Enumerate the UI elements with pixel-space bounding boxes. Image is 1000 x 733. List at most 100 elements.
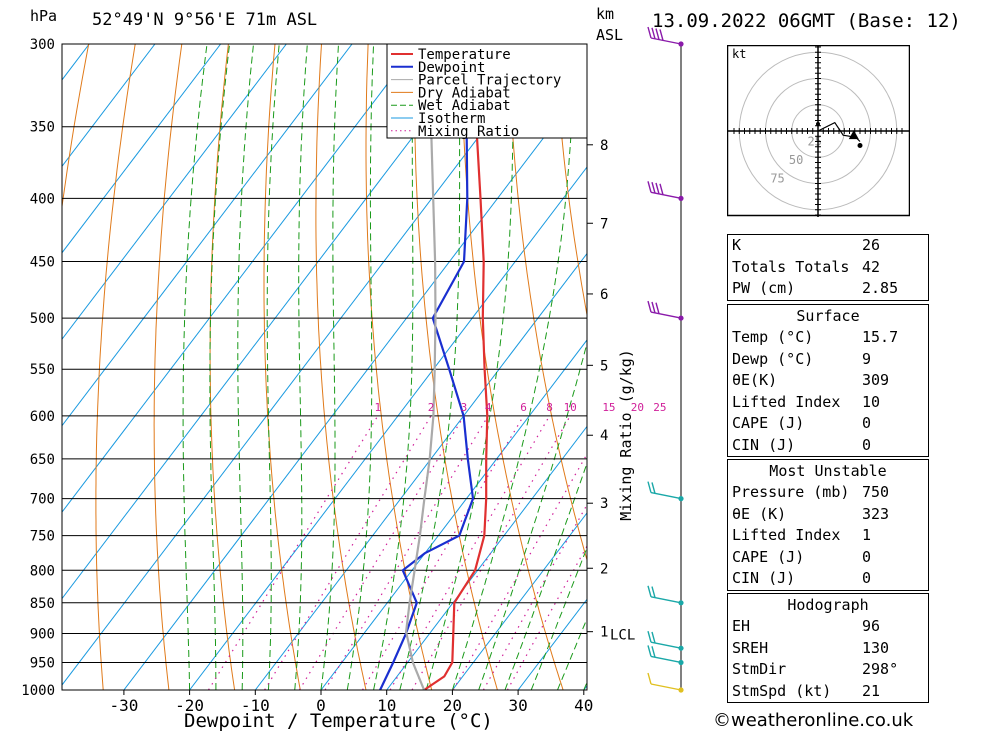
wind-barb	[647, 181, 682, 200]
km-tick-label: 5	[600, 358, 608, 374]
totals-totals-label: Totals Totals	[732, 257, 850, 276]
most-unstable-row-label: θE (K)	[732, 504, 787, 523]
km-tick-label: 6	[600, 287, 608, 303]
km-tick-label: 7	[600, 216, 608, 232]
indices-table: K 26 Totals Totals 42 PW (cm) 2.85	[727, 234, 929, 301]
surface-row-label: CAPE (J)	[732, 414, 805, 432]
pressure-tick-label: 600	[30, 409, 55, 425]
most-unstable-row-value: 0	[862, 547, 872, 566]
surface-row-label: Temp (°C)	[732, 328, 814, 346]
hodograph-table-row: StmDir 298°	[728, 659, 928, 681]
surface-row-label: CIN (J)	[732, 435, 796, 454]
isotherm-line	[62, 44, 287, 341]
km-tick-label: 8	[600, 138, 608, 154]
hodograph-table-title: Hodograph	[787, 596, 869, 614]
isotherm-line	[62, 44, 419, 513]
dry-adiabat-line	[974, 44, 1000, 690]
mixing-ratio-line	[324, 415, 489, 690]
pw-row: PW (cm) 2.85	[728, 278, 928, 300]
legend-entry: Mixing Ratio	[418, 124, 519, 140]
hodograph-table-row-label: StmSpd (kt)	[732, 681, 832, 700]
x-tick-label: 40	[574, 696, 593, 715]
most-unstable-table: Most Unstable Pressure (mb) 750 θE (K) 323 L…	[727, 459, 929, 591]
k-index-value: 26	[862, 236, 881, 254]
parcel-trajectory-series-line	[404, 78, 437, 690]
most-unstable-row: Pressure (mb) 750	[728, 482, 928, 504]
most-unstable-row: CIN (J) 0	[728, 568, 928, 590]
hodograph-table-row-value: 298°	[862, 660, 899, 678]
wind-barb	[647, 645, 682, 664]
most-unstable-row-value: 1	[862, 526, 872, 544]
hodograph-table: Hodograph EH 96 SREH 130 StmDir 298° StmSpd (k…	[727, 593, 929, 703]
legend-entry: Wet Adiabat	[418, 98, 511, 114]
dry-adiabat-line	[315, 44, 367, 690]
pressure-tick-label: 400	[30, 191, 55, 207]
x-axis-title: Dewpoint / Temperature (°C)	[184, 710, 493, 732]
mixing-ratio-label: 25	[653, 401, 666, 414]
hodograph-ring-label: 75	[770, 172, 784, 186]
km-tick-label: 1	[600, 625, 608, 641]
hodograph-unit-label: kt	[732, 47, 746, 61]
surface-row-value: 9	[862, 349, 872, 368]
surface-row: θE(K) 309	[728, 370, 928, 392]
isotherm-line	[62, 44, 550, 686]
wet-adiabat-line	[373, 44, 415, 690]
x-tick-label: -10	[241, 696, 270, 715]
storm-motion-marker	[848, 130, 859, 140]
surface-row: CIN (J) 0	[728, 435, 928, 457]
pressure-tick-label: 550	[30, 362, 55, 378]
isotherm-line	[62, 44, 156, 168]
isotherm-line	[123, 79, 587, 690]
wind-barb	[647, 26, 682, 45]
wet-adiabat-line	[504, 461, 587, 690]
mixing-ratio-label: 2	[428, 401, 435, 414]
wet-adiabat-line	[320, 44, 339, 690]
most-unstable-row-label: Lifted Index	[732, 526, 841, 544]
most-unstable-row-label: CIN (J)	[732, 569, 796, 587]
x-tick-label: -30	[109, 696, 138, 715]
pressure-tick-label: 700	[30, 492, 55, 508]
pressure-tick-label: 300	[30, 37, 55, 53]
km-tick-label: 2	[600, 561, 608, 577]
km-tick-label: 4	[600, 428, 608, 444]
wind-barb	[647, 630, 682, 649]
wind-barb	[647, 481, 682, 500]
x-tick-label: 20	[443, 696, 462, 715]
pw-value: 2.85	[862, 279, 899, 297]
most-unstable-row-label: CAPE (J)	[732, 547, 805, 566]
pressure-tick-label: 900	[30, 626, 55, 642]
most-unstable-row-value: 323	[862, 504, 890, 523]
hodograph-table-row-label: StmDir	[732, 660, 787, 678]
wet-adiabat-line	[294, 44, 308, 690]
wind-barb	[647, 300, 682, 319]
pressure-tick-label: 800	[30, 563, 55, 579]
mixing-ratio-label: 20	[631, 401, 644, 414]
surface-title: Surface	[796, 307, 860, 325]
wet-adiabat-line	[182, 44, 208, 690]
surface-row-value: 0	[862, 414, 872, 432]
hodograph-table-row-label: EH	[732, 617, 751, 635]
pressure-tick-label: 650	[30, 452, 55, 468]
mixing-ratio-label: 4	[485, 401, 492, 414]
legend-entry: Dewpoint	[418, 60, 485, 76]
x-tick-label: 30	[508, 696, 527, 715]
surface-row-value: 15.7	[862, 328, 899, 346]
dry-adiabat-line	[95, 44, 136, 690]
mixing-ratio-line	[298, 415, 465, 690]
km-label: km	[596, 5, 615, 23]
surface-row-value: 10	[862, 392, 881, 411]
totals-totals-value: 42	[862, 257, 881, 276]
mixing-ratio-label: 1	[375, 401, 382, 414]
surface-row-label: Dewp (°C)	[732, 349, 814, 368]
datetime-title: 13.09.2022 06GMT (Base: 12)	[652, 10, 961, 32]
surface-row: Dewp (°C) 9	[728, 349, 928, 371]
wet-adiabat-line	[557, 617, 587, 690]
pressure-tick-label: 450	[30, 255, 55, 271]
hodograph-end-dot	[857, 143, 863, 148]
hodograph-ring-label: 50	[789, 153, 803, 167]
temperature-series-line	[423, 44, 489, 690]
km-tick-label: 3	[600, 496, 608, 512]
pressure-tick-label: 750	[30, 529, 55, 545]
k-index-label: K	[732, 236, 742, 254]
